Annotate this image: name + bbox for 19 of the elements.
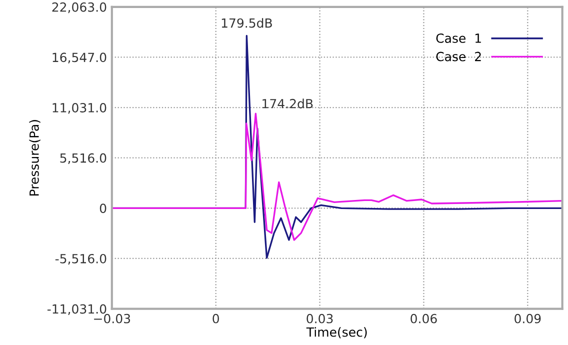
x-tick-label: 0.03 <box>306 314 333 324</box>
legend-label: Case 1 <box>436 33 481 43</box>
line-series <box>112 112 562 241</box>
y-tick-label: 11,031.0 <box>52 103 106 114</box>
x-tick-label: 0.06 <box>410 314 437 324</box>
y-tick-label: 22,063.0 <box>52 2 106 14</box>
annotation: 174.2dB <box>262 98 313 108</box>
y-tick-label: -11,031.0 <box>47 304 106 315</box>
y-axis-title: Pressure(Pa) <box>29 120 40 196</box>
legend-label: Case 2 <box>436 52 481 62</box>
x-tick-label: 0 <box>212 314 219 324</box>
y-tick-label: 5,516.0 <box>60 153 106 164</box>
x-axis-title: Time(sec) <box>306 327 367 338</box>
y-tick-label: 16,547.0 <box>52 52 106 64</box>
annotation: 179.5dB <box>222 18 272 28</box>
x-tick-label: 0.09 <box>514 314 541 324</box>
y-tick-label: 0 <box>100 204 106 214</box>
y-tick-label: -5,516.0 <box>55 254 106 265</box>
x-tick-label: −0.03 <box>94 314 130 324</box>
